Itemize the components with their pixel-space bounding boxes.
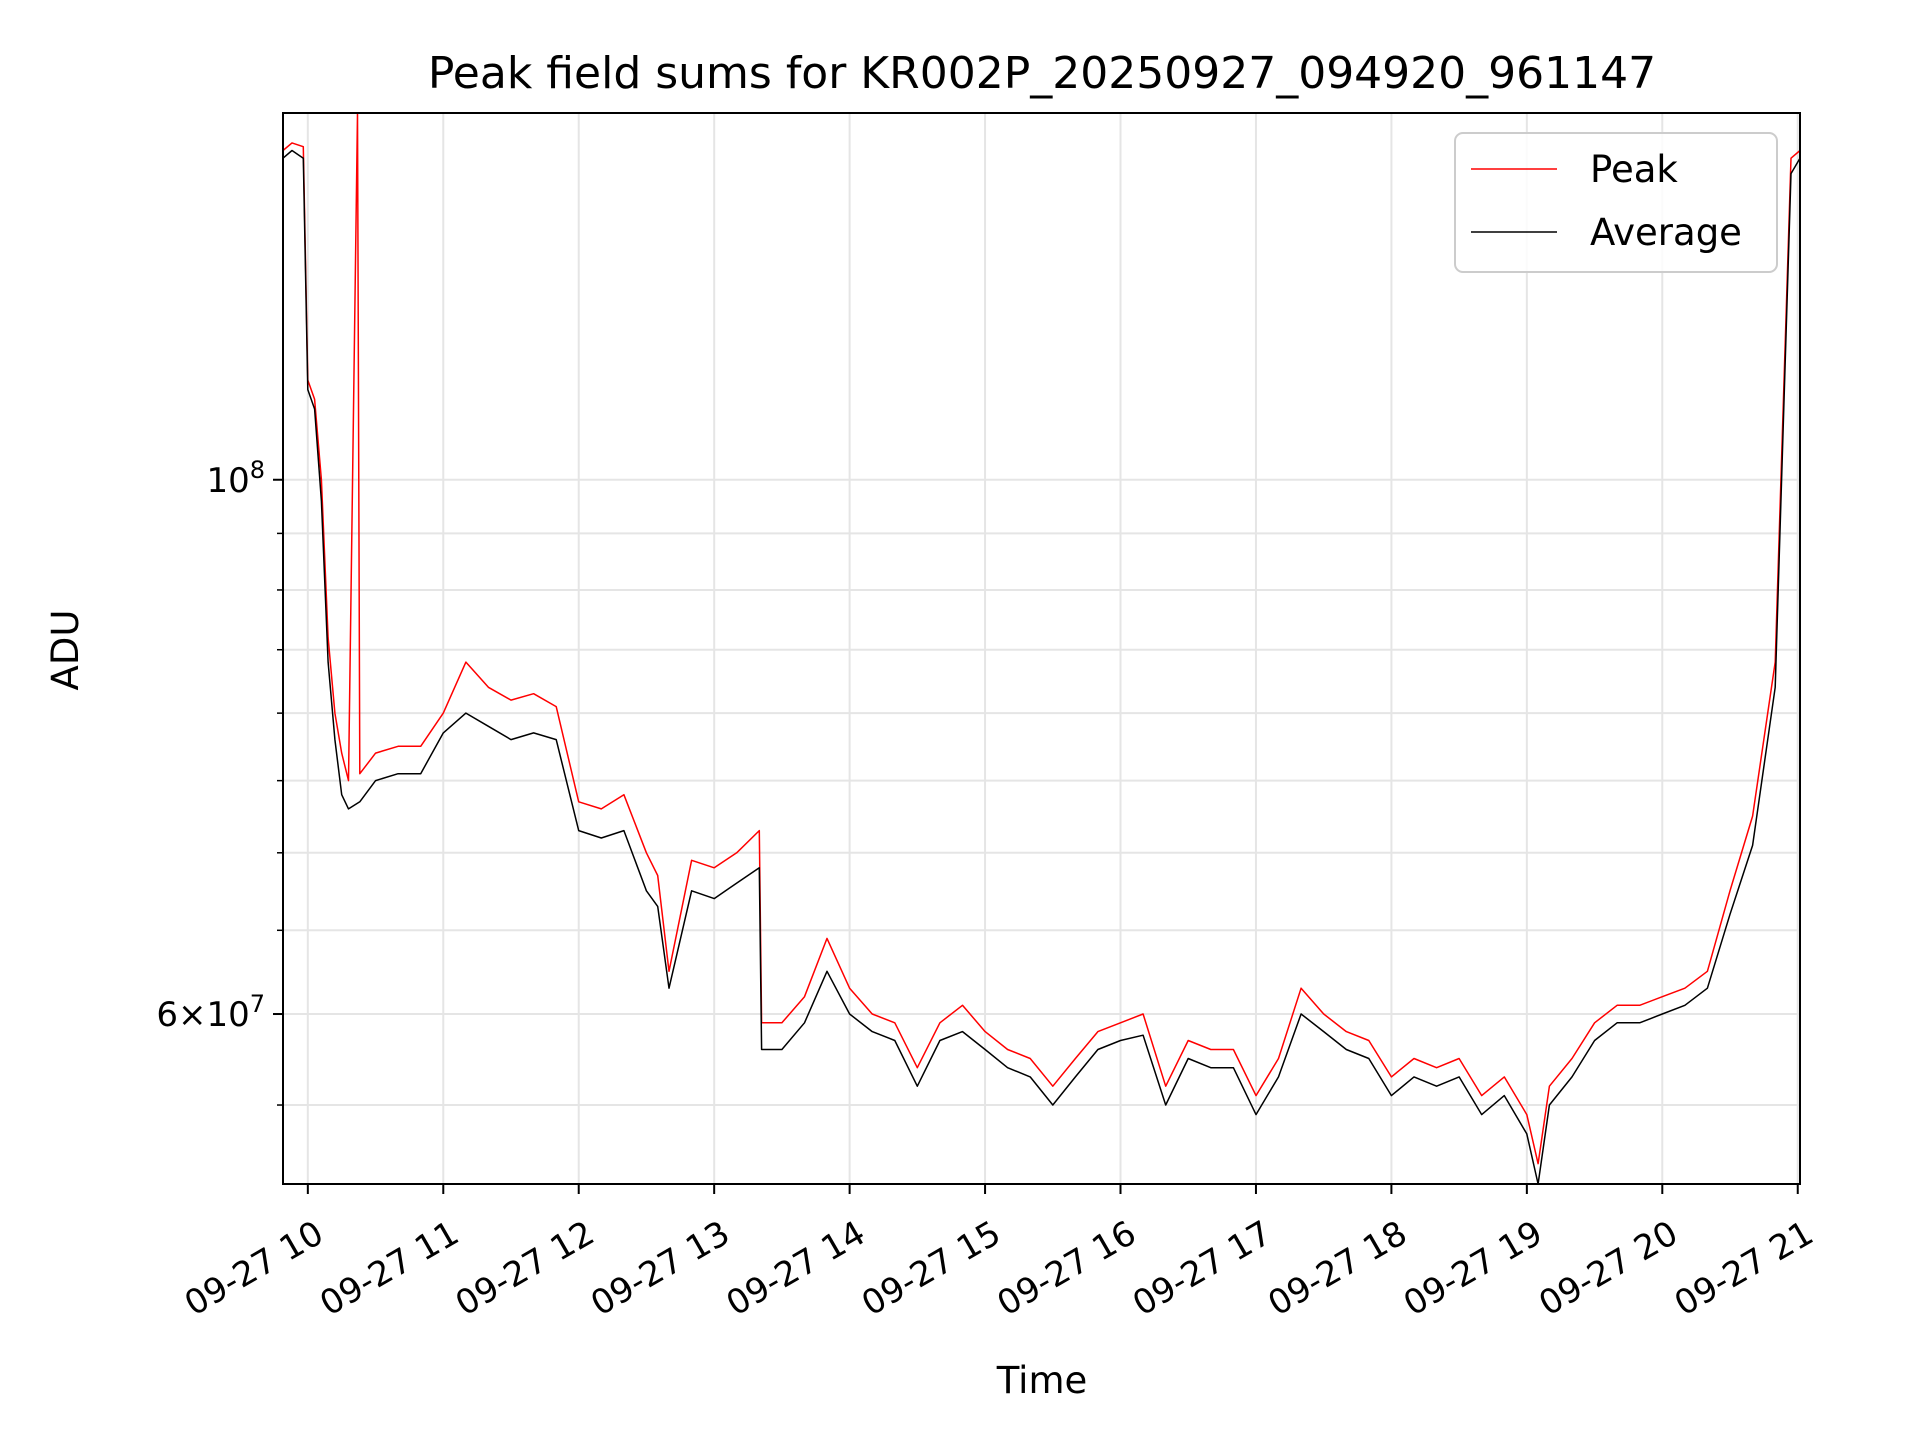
y-tick-label-exponent: 8 [250, 456, 265, 484]
grid [283, 113, 1800, 1184]
y-tick-label: 6×107 [156, 990, 265, 1035]
x-axis-label: Time [996, 1359, 1088, 1402]
legend-box [1454, 132, 1778, 273]
legend-label-peak: Peak [1590, 148, 1678, 191]
y-tick-label-exponent: 7 [250, 990, 265, 1018]
chart-title: Peak field sums for KR002P_20250927_0949… [428, 48, 1656, 99]
legend: Peak Average [1454, 132, 1778, 273]
plot-frame [282, 112, 1801, 1185]
y-axis-label: ADU [44, 610, 87, 691]
legend-label-average: Average [1590, 211, 1742, 254]
series-line-peak [282, 112, 1801, 1165]
